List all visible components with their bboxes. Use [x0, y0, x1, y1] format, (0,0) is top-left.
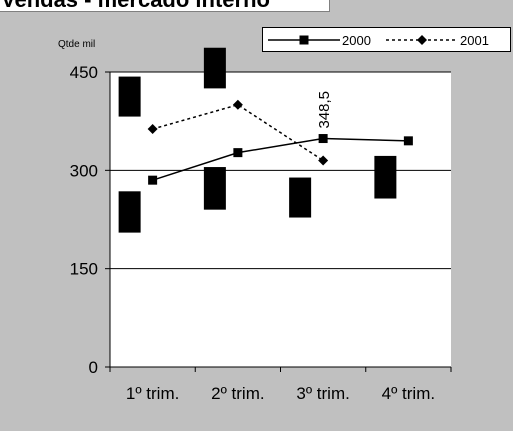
marker-2000 [318, 134, 328, 144]
legend-marker-2000 [299, 35, 309, 45]
redaction-block [118, 191, 141, 233]
legend-graphic: 2000 2001 [268, 33, 489, 48]
marker-2001 [318, 155, 329, 166]
legend-label-2001: 2001 [460, 33, 489, 48]
y-tick-label: 300 [70, 161, 98, 180]
y-tick-label: 150 [70, 260, 98, 279]
marker-2000 [233, 148, 243, 158]
y-tick-label: 0 [89, 358, 98, 377]
redaction-block [289, 177, 312, 218]
y-tick-label: 450 [70, 63, 98, 82]
series-line-2001 [152, 103, 324, 162]
legend: 2000 2001 [262, 27, 511, 52]
redaction-block [203, 167, 226, 210]
x-tick-label: 3º trim. [296, 384, 349, 403]
redaction-block [118, 76, 141, 117]
x-tick-label: 4º trim. [382, 384, 435, 403]
legend-label-2000: 2000 [342, 33, 371, 48]
redaction-block [374, 155, 397, 199]
x-tick-label: 1º trim. [126, 384, 179, 403]
plot-background [110, 72, 451, 367]
series-line-2000 [152, 137, 409, 181]
marker-2000 [148, 175, 158, 185]
marker-2001 [147, 124, 158, 135]
y-axis-label: Qtde mil [58, 39, 95, 50]
data-label: 348,5 [316, 91, 333, 129]
x-tick-label: 2º trim. [211, 384, 264, 403]
marker-2001 [232, 99, 243, 110]
legend-marker-2001 [417, 35, 427, 45]
redaction-block [203, 47, 226, 89]
chart-title: Vendas - mercado interno [0, 0, 330, 12]
marker-2000 [403, 136, 413, 146]
